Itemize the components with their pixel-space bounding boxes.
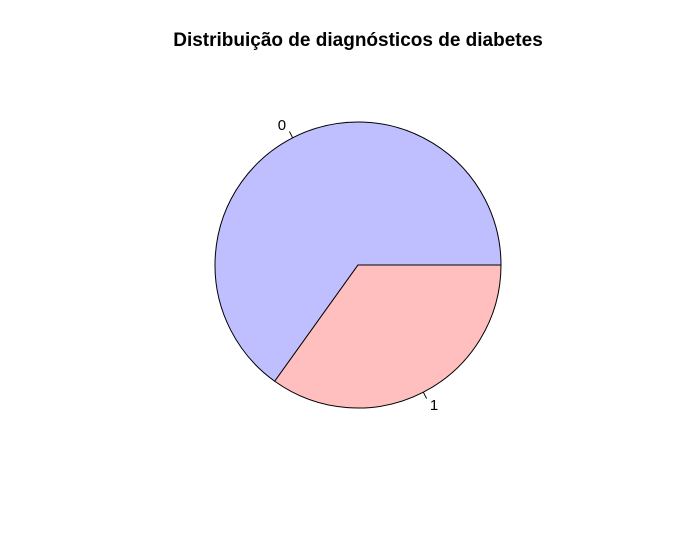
pie-slice-0	[214, 121, 502, 382]
slice-tick-1	[422, 391, 428, 399]
slice-tick-0	[288, 131, 294, 139]
slice-label-1: 1	[430, 397, 438, 414]
slice-label-0: 0	[278, 117, 286, 134]
slice-labels: 01	[278, 117, 438, 414]
chart-title: Distribuição de diagnósticos de diabetes	[173, 30, 543, 51]
pie-slices	[214, 121, 502, 409]
pie-slice-1	[274, 264, 502, 409]
